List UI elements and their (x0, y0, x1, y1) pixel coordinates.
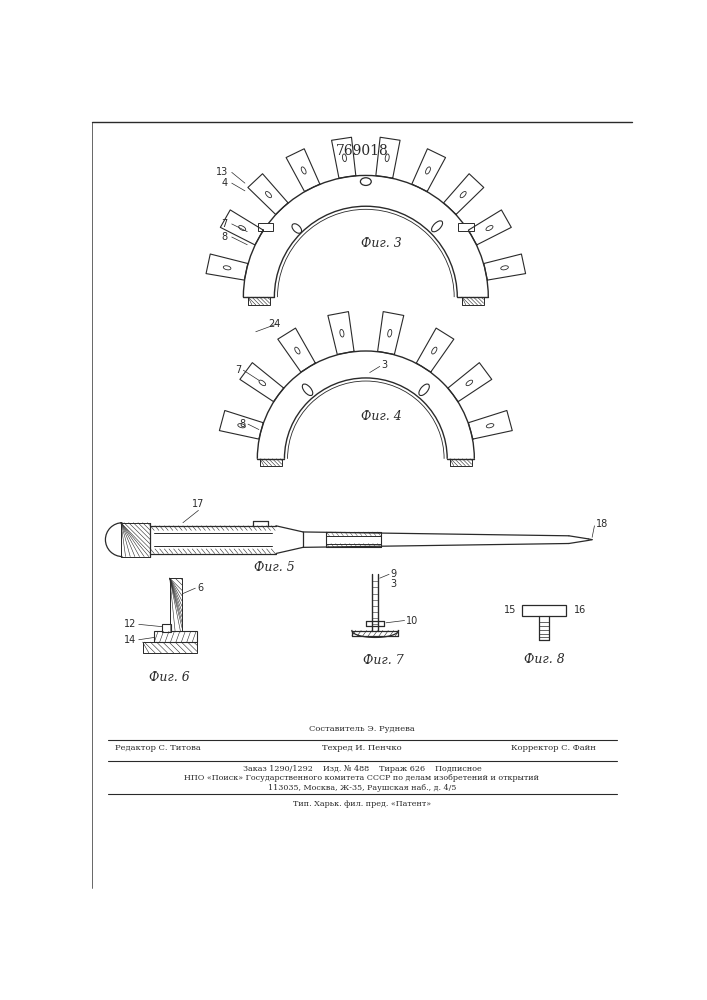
Text: Фиг. 6: Фиг. 6 (149, 671, 190, 684)
Text: 113035, Москва, Ж-35, Раушская наб., д. 4/5: 113035, Москва, Ж-35, Раушская наб., д. … (268, 784, 456, 792)
Text: Фиг. 8: Фиг. 8 (524, 653, 564, 666)
Text: 8: 8 (222, 232, 228, 242)
Text: 4: 4 (222, 178, 228, 188)
Text: Фиг. 4: Фиг. 4 (361, 410, 402, 423)
Text: Редактор С. Титова: Редактор С. Титова (115, 744, 201, 752)
Bar (170, 578, 182, 632)
Bar (154, 631, 197, 642)
Text: Техред И. Пенчко: Техред И. Пенчко (322, 744, 402, 752)
Text: 7: 7 (221, 219, 228, 229)
Bar (462, 297, 484, 305)
Text: Тип. Харьк. фил. пред. «Патент»: Тип. Харьк. фил. пред. «Патент» (293, 800, 431, 808)
Text: 3: 3 (391, 579, 397, 589)
Text: Фиг. 5: Фиг. 5 (254, 561, 295, 574)
Bar (522, 605, 566, 616)
Text: 769018: 769018 (336, 144, 388, 158)
Text: 15: 15 (504, 605, 516, 615)
Text: 8: 8 (240, 419, 246, 429)
Text: 18: 18 (596, 519, 608, 529)
Text: 13: 13 (216, 167, 228, 177)
Text: Фиг. 3: Фиг. 3 (361, 237, 402, 250)
Text: 14: 14 (124, 635, 136, 645)
Bar (248, 297, 270, 305)
Bar (260, 459, 281, 466)
Text: 7: 7 (235, 365, 242, 375)
Bar (458, 223, 474, 231)
Text: 16: 16 (573, 605, 586, 615)
Text: 10: 10 (406, 615, 419, 626)
Text: Заказ 1290/1292    Изд. № 488    Тираж 626    Подписное: Заказ 1290/1292 Изд. № 488 Тираж 626 Под… (243, 765, 481, 773)
Bar (450, 459, 472, 466)
Text: Фиг. 7: Фиг. 7 (363, 654, 403, 667)
Bar (258, 223, 274, 231)
Bar (121, 523, 151, 557)
Text: Корректор С. Файн: Корректор С. Файн (511, 744, 596, 752)
Text: 24: 24 (268, 319, 281, 329)
Text: 9: 9 (391, 569, 397, 579)
Text: 17: 17 (192, 499, 204, 509)
Text: 3: 3 (381, 360, 387, 370)
Text: 12: 12 (124, 619, 136, 629)
Bar (143, 642, 197, 653)
Bar (162, 624, 171, 632)
Text: Составитель Э. Руднева: Составитель Э. Руднева (309, 725, 415, 733)
Text: 6: 6 (197, 583, 203, 593)
Text: НПО «Поиск» Государственного комитета СССР по делам изобретений и открытий: НПО «Поиск» Государственного комитета СС… (185, 774, 539, 782)
